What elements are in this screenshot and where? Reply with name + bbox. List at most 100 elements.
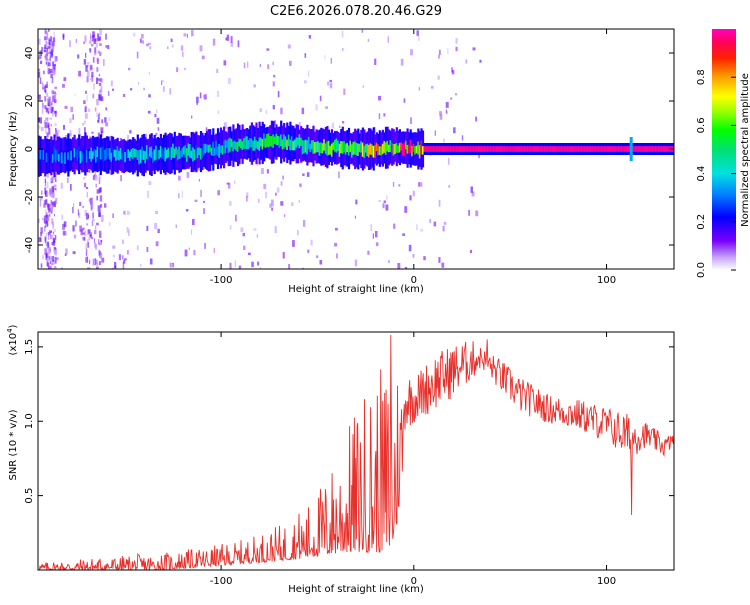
spectrogram-speckle: [230, 42, 233, 47]
spectrogram-ridge-core: [240, 138, 243, 149]
spectrogram-ridge-core: [460, 146, 463, 152]
spectrogram-speckle: [412, 190, 415, 197]
spectrogram-speckle: [319, 260, 323, 265]
spectrogram-ridge-core: [648, 146, 651, 152]
spectrogram-ridge-core: [255, 140, 258, 149]
spectrogram-speckle: [223, 122, 227, 129]
spectrogram-ridge-core: [662, 146, 665, 152]
spectrogram-speckle: [98, 73, 101, 77]
spectrogram-speckle: [91, 75, 94, 82]
spectrogram-speckle: [114, 265, 117, 269]
spectrogram-ridge-core: [280, 134, 283, 147]
spectrogram-ridge-core: [364, 144, 368, 153]
spectrogram-speckle: [105, 122, 109, 127]
spectrogram-speckle: [95, 259, 98, 264]
spectrogram-ridge-core: [329, 145, 332, 155]
spectrogram-speckle: [41, 81, 44, 85]
spectrogram-speckle: [354, 215, 356, 219]
spectrogram-speckle: [243, 62, 246, 69]
spectrogram-speckle: [52, 176, 56, 180]
spectrogram-speckle: [60, 182, 63, 189]
spectrogram-speckle: [43, 203, 46, 208]
spectrogram-speckle: [273, 74, 276, 78]
snr-x-tick-label: 100: [597, 576, 616, 587]
spectrogram-speckle: [41, 255, 44, 260]
spectrogram-speckle: [48, 29, 50, 32]
spectrogram-speckle: [50, 73, 53, 79]
spectrogram-speckle: [96, 266, 99, 269]
spectrogram-speckle: [246, 192, 249, 198]
spectrogram-speckle: [275, 192, 277, 196]
spectrogram-speckle: [51, 79, 53, 84]
spectrogram-speckle: [259, 108, 263, 113]
spectrogram-speckle: [343, 88, 346, 95]
spectrogram-speckle: [85, 90, 87, 94]
spectrogram-ridge-core: [47, 150, 50, 162]
spectrogram-ridge-core: [352, 141, 355, 155]
spectrogram-speckle: [48, 37, 50, 44]
spectrogram-speckle: [410, 117, 412, 125]
spectrogram-ridge-core: [64, 152, 67, 164]
spectrogram-ridge-core: [602, 146, 605, 152]
spectrogram-speckle: [196, 102, 198, 105]
spectrogram-speckle: [412, 254, 415, 258]
spectrogram-speckle: [94, 107, 97, 112]
spectrogram-speckle: [327, 81, 329, 86]
spectrogram-ridge-core: [295, 137, 298, 148]
spectrogram-speckle: [139, 38, 142, 43]
spectrogram-ridge-core: [625, 146, 628, 152]
spectrogram-ridge-core: [440, 146, 443, 152]
spectrogram-speckle: [75, 38, 78, 43]
spectrogram-ridge-core: [494, 146, 497, 152]
spectrogram-speckle: [149, 46, 152, 50]
spectrogram-ridge-core: [147, 152, 150, 161]
spectrogram-ridge-core: [99, 147, 102, 160]
spectrogram-speckle: [276, 187, 280, 193]
spectrogram-speckle: [45, 107, 49, 112]
spectrogram-speckle: [335, 227, 338, 231]
spectrogram-speckle: [94, 242, 97, 248]
spectrogram-ridge-core: [135, 149, 138, 158]
spectrogram-speckle: [178, 193, 180, 199]
spectrogram-speckle: [263, 183, 267, 189]
spectrogram-ridge-core: [634, 146, 637, 152]
spectrogram-ridge-core: [628, 146, 631, 152]
spectrogram-speckle: [400, 58, 404, 66]
spectrogram-speckle: [107, 45, 110, 50]
spectrogram-ridge-core: [164, 147, 167, 162]
spectrogram-ridge-core: [330, 143, 334, 157]
spectrogram-speckle: [91, 131, 94, 134]
spectrogram-ridge-core: [170, 147, 173, 160]
spectrogram-ridge-core: [667, 146, 670, 152]
spectrogram-ridge-core: [529, 146, 532, 152]
spectrogram-ridge-core: [116, 146, 119, 160]
spectrogram-ridge-core: [189, 144, 192, 158]
spectrogram-speckle: [44, 29, 47, 35]
spectrogram-speckle: [54, 266, 57, 269]
spectrogram-ridge-core: [167, 147, 170, 158]
spectrogram-speckle: [156, 117, 160, 124]
spectrogram-speckle: [418, 182, 421, 187]
spectrogram-ridge-core: [423, 146, 426, 152]
spectrogram-speckle: [223, 60, 227, 66]
spectrogram-ridge-core: [472, 146, 475, 152]
spectrogram-speckle: [72, 206, 74, 214]
spectrogram-speckle: [38, 237, 42, 243]
spectrogram-speckle: [69, 40, 71, 47]
spectrogram-speckle: [54, 256, 57, 264]
spectrogram-ridge-core: [361, 142, 364, 157]
spectrogram-speckle: [393, 223, 396, 229]
spectrogram-ridge-core: [315, 141, 318, 153]
spectrogram-speckle: [99, 195, 103, 202]
spectrogram-speckle: [99, 89, 102, 94]
spectrogram-speckle: [259, 63, 261, 67]
spectrogram-speckle: [443, 138, 445, 143]
spectrogram-ridge-core: [647, 146, 650, 152]
spectrogram-speckle: [89, 48, 91, 51]
spectrogram-ridge-core: [520, 146, 523, 152]
spectrogram-ridge-core: [303, 140, 306, 154]
spectrogram-speckle: [382, 203, 385, 209]
spectrogram-speckle: [123, 260, 126, 264]
spectrogram-ridge-core: [614, 146, 617, 152]
spectrogram-ridge-core: [184, 144, 187, 158]
